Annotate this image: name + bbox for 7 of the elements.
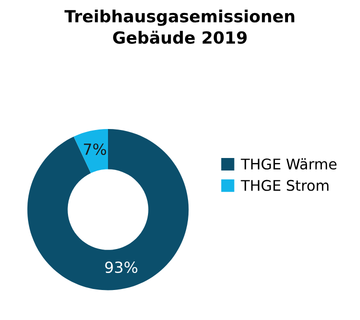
legend-label: THGE Strom [240, 180, 328, 191]
donut-slice [74, 128, 108, 174]
chart-title: Treibhausgasemissionen Gebäude 2019 [64, 10, 294, 44]
donut-slice [27, 128, 189, 290]
data-label: 93% [105, 262, 138, 274]
data-label: 7% [84, 143, 106, 156]
legend-label: THGE Wärme [240, 158, 336, 170]
